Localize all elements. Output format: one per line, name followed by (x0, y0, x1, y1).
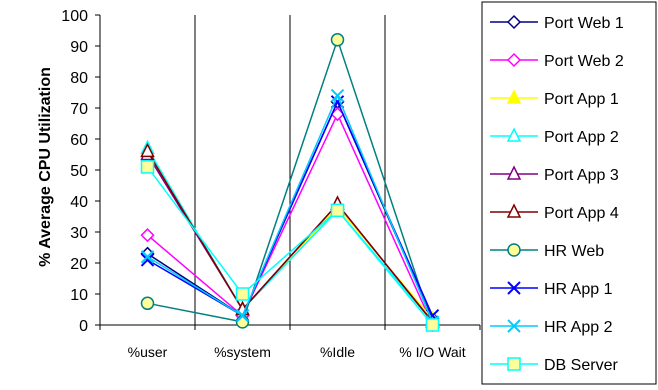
data-point-hr-web (140, 296, 155, 311)
legend-item-port-app-4: Port App 4 (490, 203, 619, 222)
legend-swatch-marker (507, 281, 521, 295)
series-line-hr-web (147, 37, 434, 326)
series-line-db-server (146, 166, 434, 326)
legend-box (481, 1, 657, 385)
legend-label: Port Web 2 (544, 53, 624, 70)
legend-item-hr-web: HR Web (490, 243, 604, 260)
data-point-hr-app-1 (140, 253, 155, 267)
x-tick-label-idle: %Idle (320, 344, 355, 360)
legend-swatch-marker (506, 203, 522, 218)
series-line-port-web-2 (147, 112, 434, 326)
legend-label: HR App 1 (544, 281, 613, 298)
chart-axes: 0 10 20 30 40 50 60 70 80 90 100 %user %system %Idle%… (61, 8, 481, 360)
legend-item-hr-app-1: HR App 1 (490, 281, 613, 298)
y-tick-label: 100 (61, 8, 88, 25)
legend-swatch-marker (506, 127, 522, 142)
legend-swatch-marker (506, 165, 522, 180)
y-tick-label: 30 (70, 225, 88, 242)
legend-label: Port App 1 (544, 91, 619, 108)
data-point-hr-app-2 (330, 88, 345, 103)
legend-item-port-app-2: Port App 2 (490, 127, 619, 146)
data-point-db-server (330, 203, 345, 218)
y-tick-label: 20 (70, 256, 88, 273)
legend-swatch-marker (507, 319, 521, 333)
legend-label: Port App 3 (544, 167, 619, 184)
legend-swatch-marker (507, 243, 521, 257)
legend-item-hr-app-2: HR App 2 (490, 319, 613, 336)
data-point-db-server (235, 287, 250, 301)
legend-item-port-app-1: Port App 1 (490, 89, 619, 108)
y-tick-label: 50 (70, 163, 88, 180)
y-tick-label: 80 (70, 70, 88, 87)
data-point-db-server (140, 160, 155, 174)
legend-item-port-web-1: Port Web 1 (490, 14, 624, 32)
series-db-server (140, 160, 440, 332)
x-tick-label-system: %system (214, 344, 271, 360)
legend-label: DB Server (544, 357, 618, 374)
legend-item-db-server: DB Server (490, 357, 618, 374)
data-point-hr-web (330, 33, 345, 47)
data-point-port-web-2 (140, 228, 155, 243)
data-point-hr-web (235, 315, 250, 329)
legend-label: Port App 2 (544, 129, 619, 146)
series-line-port-app-2 (146, 147, 434, 323)
y-tick-label: 60 (70, 132, 88, 149)
y-tick-label: 10 (70, 287, 88, 304)
data-point-port-app-4 (140, 142, 155, 158)
y-tick-label: 40 (70, 194, 88, 211)
data-point-hr-app-2 (140, 250, 155, 264)
legend-label: Port Web 1 (544, 15, 624, 32)
legend-swatch-marker (506, 14, 522, 30)
series-line-hr-app-2 (147, 93, 434, 323)
legend-item-port-app-3: Port App 3 (490, 165, 619, 184)
x-tick-label-i-o-wait: % I/O Wait (399, 344, 465, 360)
legend: Port Web 1 Port Web 2 Port App 1 Port App 2… (481, 1, 657, 385)
y-axis-label: % Average CPU Utilization (37, 67, 54, 267)
legend-swatch-marker (506, 89, 522, 104)
y-tick-label: 0 (79, 318, 88, 335)
data-point-db-server (425, 318, 440, 332)
legend-swatch-marker (507, 357, 521, 371)
series-layer (140, 33, 440, 333)
legend-swatch-marker (506, 52, 522, 68)
y-tick-label: 90 (70, 39, 88, 56)
legend-label: HR Web (544, 243, 604, 260)
legend-item-port-web-2: Port Web 2 (490, 52, 624, 70)
legend-label: HR App 2 (544, 319, 613, 336)
legend-label: Port App 4 (544, 205, 619, 222)
x-tick-label-user: %user (128, 344, 168, 360)
y-tick-label: 70 (70, 101, 88, 118)
data-point-hr-app-2 (235, 308, 250, 323)
